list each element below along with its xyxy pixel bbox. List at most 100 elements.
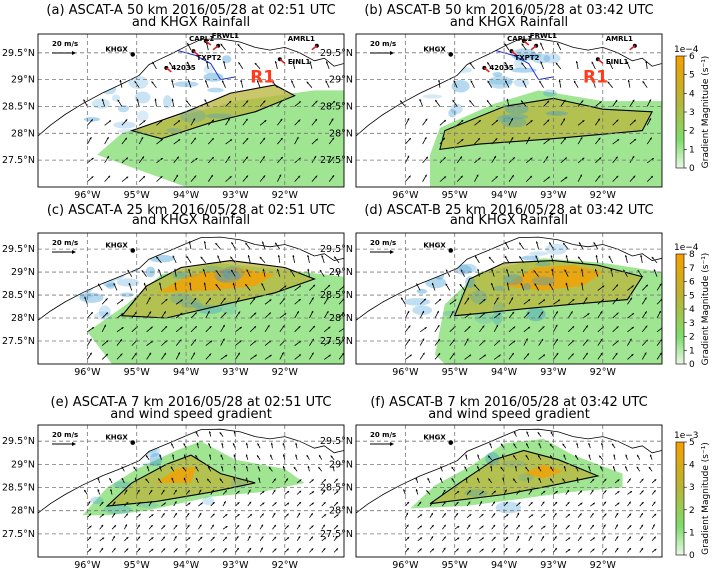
wind-vector-head xyxy=(543,490,546,493)
wind-vector-head xyxy=(481,537,484,540)
wind-vector-head xyxy=(110,489,113,492)
wind-vector-head xyxy=(156,256,159,259)
wind-vector-head xyxy=(505,501,508,505)
wind-vector-head xyxy=(89,338,92,341)
wind-vector-head xyxy=(174,282,177,285)
wind-vector-head xyxy=(575,454,578,458)
wind-vector-head xyxy=(616,513,619,516)
wind-vector-head xyxy=(585,325,588,328)
wind-vector-head xyxy=(245,477,248,480)
wind-vector-head xyxy=(649,137,652,140)
wind-vector-head xyxy=(88,536,91,539)
wind-vector-head xyxy=(219,478,222,481)
station-label: CAPL1 xyxy=(189,35,214,43)
wind-vector-head xyxy=(200,536,203,539)
rainfall-patch xyxy=(216,275,230,283)
panel-e: (e) ASCAT-A 7 km 2016/05/28 at 02:51 UTC… xyxy=(2,395,345,571)
wind-vector-head xyxy=(222,338,225,341)
wind-vector-head xyxy=(438,298,441,301)
wind-vector-head xyxy=(160,139,163,142)
axes-frame xyxy=(355,232,663,365)
gradient-contour xyxy=(453,260,644,317)
wind-vector-head xyxy=(326,311,329,314)
wind-vector-head xyxy=(419,514,423,517)
wind-vector-head xyxy=(461,139,464,142)
wind-vector-head xyxy=(221,466,224,469)
rainfall-patch xyxy=(103,504,132,515)
wind-vector-head xyxy=(594,269,597,272)
wind-vector-head xyxy=(517,524,520,528)
wind-vector-head xyxy=(124,137,127,140)
wind-vector-head xyxy=(540,61,543,64)
wind-vector-head xyxy=(438,353,441,356)
wind-vector-head xyxy=(280,118,283,122)
wind-vector-head xyxy=(162,489,165,493)
wind-vector-head xyxy=(637,454,640,458)
wind-vector-head xyxy=(408,325,411,328)
wind-vector-head xyxy=(229,139,233,142)
wind-vector-head xyxy=(158,478,161,481)
wind-vector-head xyxy=(121,327,124,330)
rainfall-patch xyxy=(221,55,232,64)
wind-vector-head xyxy=(246,269,249,272)
wind-vector-head xyxy=(209,326,212,329)
wind-vector-head xyxy=(435,99,438,103)
wind-vector-head xyxy=(530,548,533,551)
x-tick-label: 94°W xyxy=(491,367,518,378)
wind-vector-head xyxy=(200,256,203,259)
wind-vector-head xyxy=(335,502,338,505)
wind-vector-head xyxy=(296,136,299,140)
panel-title: (b) ASCAT-B 50 km 2016/05/28 at 03:42 UT… xyxy=(364,3,653,18)
wind-vector-head xyxy=(496,324,499,327)
wind-vector-head xyxy=(460,269,463,272)
rainfall-patch xyxy=(522,282,532,291)
wind-vector-head xyxy=(506,514,509,517)
wind-vector-head xyxy=(443,513,446,516)
wind-vector-head xyxy=(165,298,168,302)
wind-vector-head xyxy=(291,80,294,83)
rainfall-patch xyxy=(545,243,567,255)
wind-vector-head xyxy=(113,525,116,528)
wind-vector-head xyxy=(210,174,213,178)
axes-frame xyxy=(355,33,663,188)
land xyxy=(38,34,344,136)
colorbar-tick-label: 4 xyxy=(689,89,695,99)
rainfall-patch xyxy=(526,307,546,322)
wind-vector-head xyxy=(406,512,408,515)
wind-vector-head xyxy=(262,156,265,159)
panel-c: (c) ASCAT-A 25 km 2016/05/28 at 02:51 UT… xyxy=(2,203,345,378)
wind-vector-head xyxy=(506,282,509,285)
y-tick-label: 29°N xyxy=(11,75,35,86)
wind-vector-head xyxy=(511,297,514,300)
panel-b: (b) ASCAT-B 50 km 2016/05/28 at 03:42 UT… xyxy=(320,3,663,201)
wind-vector-head xyxy=(311,352,314,355)
wind-vector-head xyxy=(321,255,324,258)
wind-vector-head xyxy=(464,466,467,469)
wind-vector-head xyxy=(571,326,575,329)
wind-vector-head xyxy=(419,525,422,528)
wind-vector-head xyxy=(626,61,629,64)
wind-vector-head xyxy=(175,174,178,178)
wind-vector-head xyxy=(541,311,544,314)
wind-vector-head xyxy=(237,514,240,517)
wind-vector-head xyxy=(298,175,301,178)
wind-vector-head xyxy=(121,466,124,469)
wind-vector-head xyxy=(261,283,264,286)
wind-vector-head xyxy=(521,43,524,46)
wind-vector-head xyxy=(543,513,546,517)
wind-vector-head xyxy=(280,156,283,160)
wind-vector-head xyxy=(491,269,494,272)
x-tick-label: 92°W xyxy=(272,190,299,201)
wind-vector-head xyxy=(238,62,241,65)
wind-vector-head xyxy=(502,477,505,480)
wind-vector-head xyxy=(505,80,508,83)
wind-vector-head xyxy=(263,175,266,178)
wind-vector-head xyxy=(612,443,614,446)
wind-vector-head xyxy=(400,100,403,103)
wind-vector-head xyxy=(592,478,595,482)
wind-vector-head xyxy=(245,118,248,122)
wind-vector-head xyxy=(554,536,557,539)
wind-vector-head xyxy=(141,137,144,140)
